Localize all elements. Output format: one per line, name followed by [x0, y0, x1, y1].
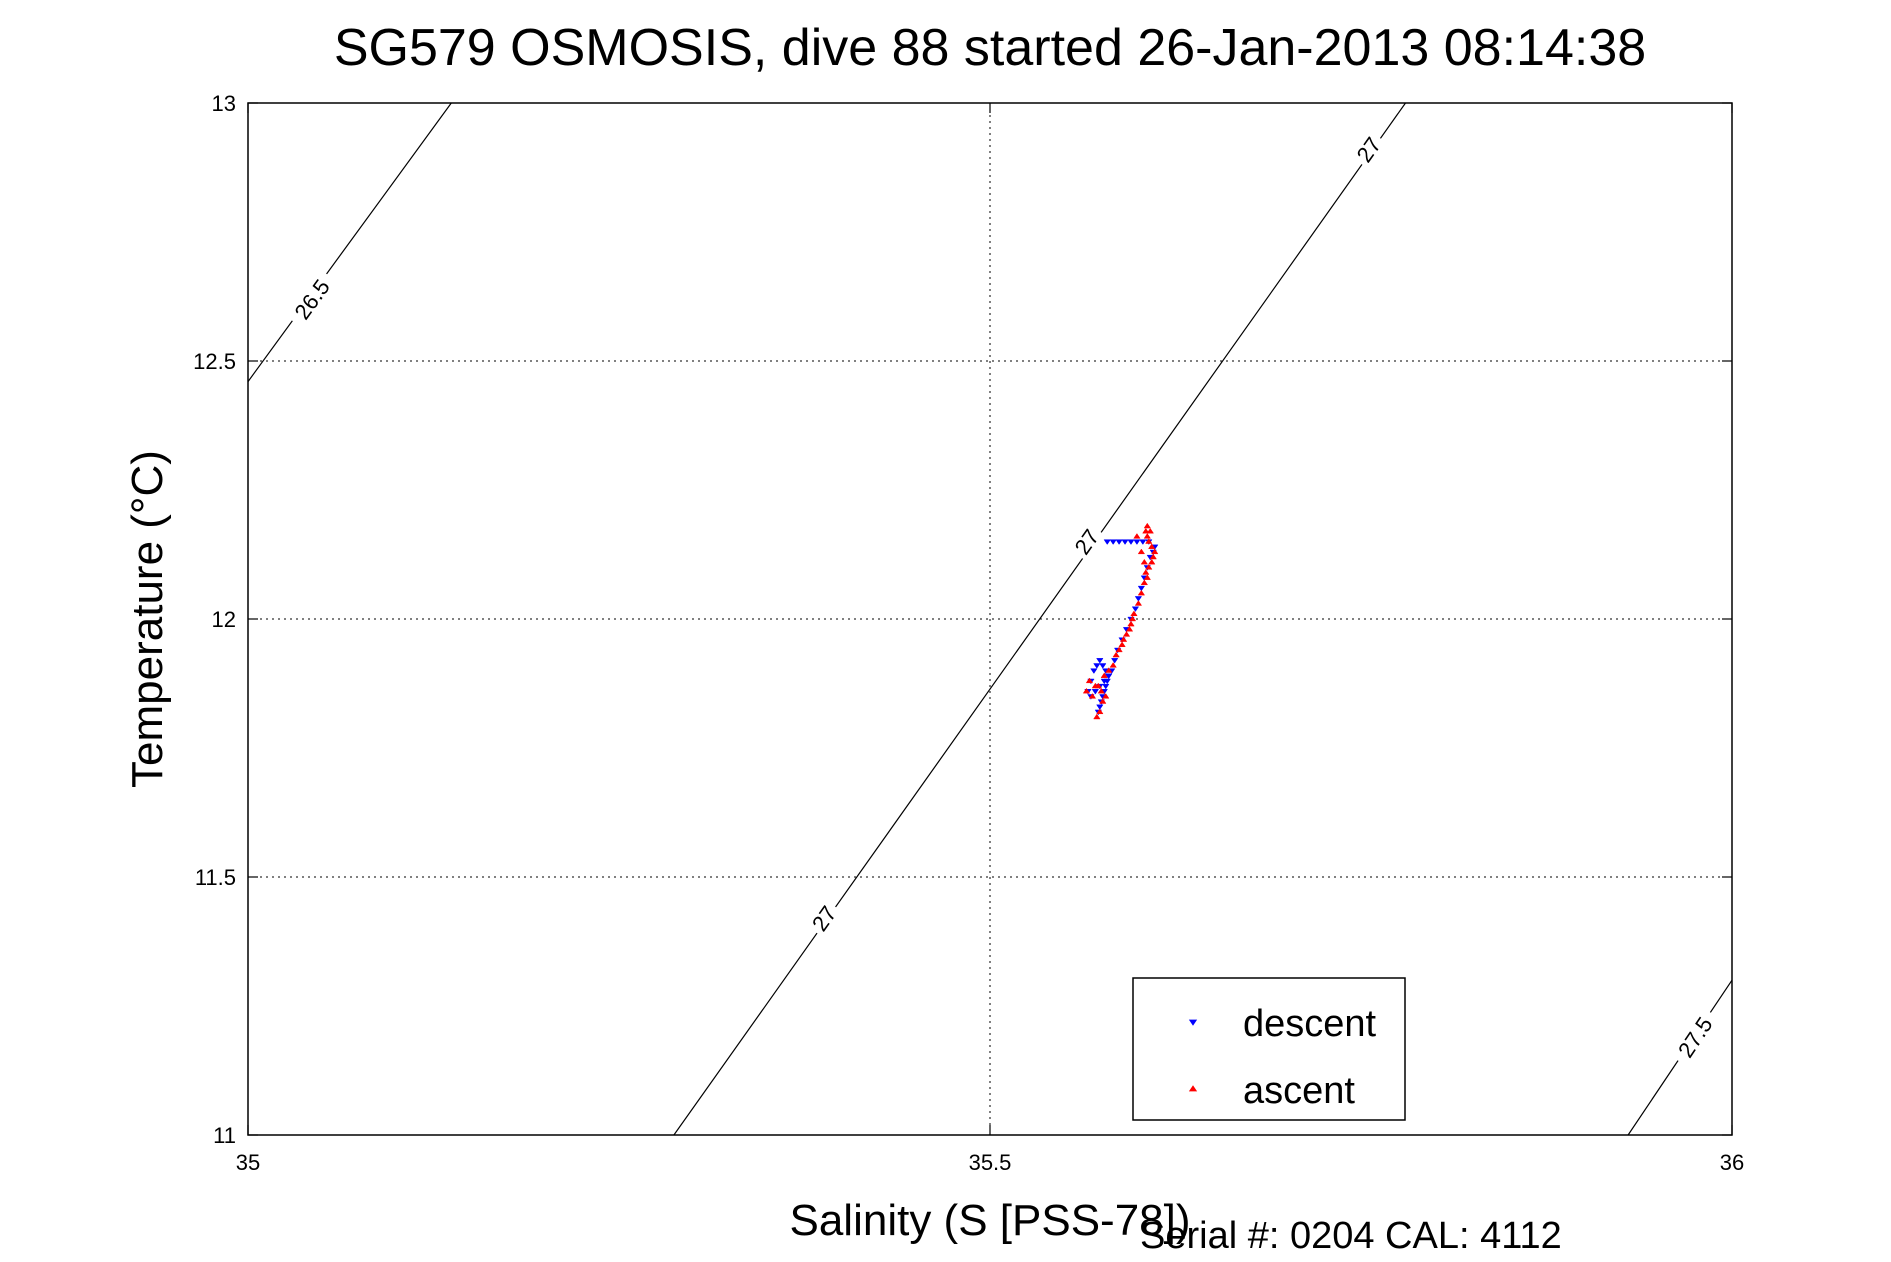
descent-point — [1115, 539, 1123, 545]
descent-point — [1139, 539, 1147, 545]
legend-marker-ascent — [1188, 1085, 1198, 1092]
descent-point — [1093, 663, 1101, 669]
ascent-point — [1093, 713, 1101, 720]
ascent-point — [1125, 625, 1134, 632]
ascent-point — [1142, 527, 1150, 534]
ascent-point — [1142, 569, 1150, 575]
descent-point — [1137, 585, 1146, 592]
legend-label-ascent: ascent — [1243, 1070, 1355, 1112]
ascent-point — [1143, 533, 1151, 539]
ascent-point — [1130, 610, 1138, 617]
descent-point — [1096, 704, 1104, 711]
descent-point — [1102, 683, 1110, 690]
descent-point — [1109, 539, 1117, 545]
y-tick-label: 12 — [212, 607, 236, 632]
x-tick-label: 36 — [1720, 1150, 1744, 1175]
ascent-point — [1140, 579, 1149, 586]
ascent-point — [1128, 615, 1137, 622]
ascent-point — [1097, 687, 1105, 694]
ascent-point — [1118, 641, 1126, 647]
ascent-point — [1140, 558, 1149, 565]
ascent-point — [1143, 574, 1151, 580]
legend: descent ascent — [1132, 977, 1406, 1121]
ascent-point — [1122, 631, 1131, 637]
ascent-point — [1100, 672, 1108, 678]
ascent-point — [1148, 543, 1156, 549]
ascent-point — [1134, 600, 1143, 606]
grid — [248, 103, 1732, 1135]
legend-box — [1132, 977, 1406, 1121]
contour-label-backing — [1667, 1005, 1722, 1068]
ascent-point — [1145, 564, 1153, 570]
contour-label-backing — [1347, 128, 1388, 170]
ascent-point — [1151, 548, 1159, 555]
ascent-point — [1112, 651, 1120, 658]
x-tick-label: 35.5 — [969, 1150, 1012, 1175]
ascent-point — [1096, 708, 1104, 715]
x-axis-label: Salinity (S [PSS-78]) — [789, 1196, 1190, 1245]
contour-label-backing — [283, 267, 339, 330]
descent-point — [1133, 539, 1141, 545]
ascent-point — [1133, 533, 1141, 539]
isopycnal-27 — [673, 103, 1406, 1135]
ascent-point — [1137, 548, 1146, 555]
axis-ticks: 35 35.5 36 11 11.5 12 12.5 13 — [193, 91, 1744, 1175]
y-tick-label: 11 — [213, 1123, 236, 1148]
ascent-point — [1082, 687, 1091, 694]
ascent-point — [1109, 662, 1117, 668]
contour-label-backing — [1065, 520, 1106, 562]
y-tick-label: 12.5 — [193, 349, 236, 374]
ascent-point — [1145, 538, 1153, 544]
ascent-point — [1085, 677, 1094, 684]
legend-label-descent: descent — [1243, 1003, 1377, 1045]
descent-point — [1105, 673, 1113, 680]
ascent-point — [1137, 589, 1146, 596]
ascent-point — [1148, 558, 1156, 565]
serial-footnote: Serial #: 0204 CAL: 4112 — [1140, 1215, 1562, 1257]
ascent-point — [1119, 636, 1128, 642]
ascent-point — [1094, 682, 1102, 689]
descent-point — [1131, 606, 1140, 613]
ascent-point — [1088, 693, 1097, 699]
ascent-point — [1102, 693, 1110, 699]
descent-point — [1099, 663, 1107, 669]
ascent-point — [1127, 620, 1135, 627]
descent-point — [1134, 596, 1143, 602]
descent-point — [1127, 539, 1135, 545]
isopycnal-26.5 — [248, 103, 452, 382]
ascent-point — [1149, 553, 1157, 560]
descent-point — [1100, 678, 1108, 685]
descent-point — [1110, 658, 1119, 664]
descent-point — [1091, 689, 1100, 695]
descent-point — [1103, 539, 1111, 545]
x-tick-label: 35 — [236, 1150, 260, 1175]
y-tick-label: 13 — [212, 91, 236, 116]
descent-point — [1090, 668, 1098, 674]
ascent-point — [1099, 698, 1107, 704]
y-tick-label: 11.5 — [195, 865, 236, 890]
y-axis-label: Temperature (°C) — [123, 450, 172, 788]
legend-marker-descent — [1188, 1019, 1198, 1026]
ascent-point — [1115, 646, 1123, 653]
data-points — [1082, 522, 1159, 720]
descent-point — [1096, 658, 1104, 664]
ascent-point — [1143, 522, 1151, 529]
contour-label-backing — [803, 897, 843, 939]
descent-point — [1121, 539, 1129, 545]
chart-title: SG579 OSMOSIS, dive 88 started 26-Jan-20… — [334, 19, 1646, 77]
ascent-point — [1105, 667, 1113, 673]
ascent-point — [1146, 527, 1154, 534]
